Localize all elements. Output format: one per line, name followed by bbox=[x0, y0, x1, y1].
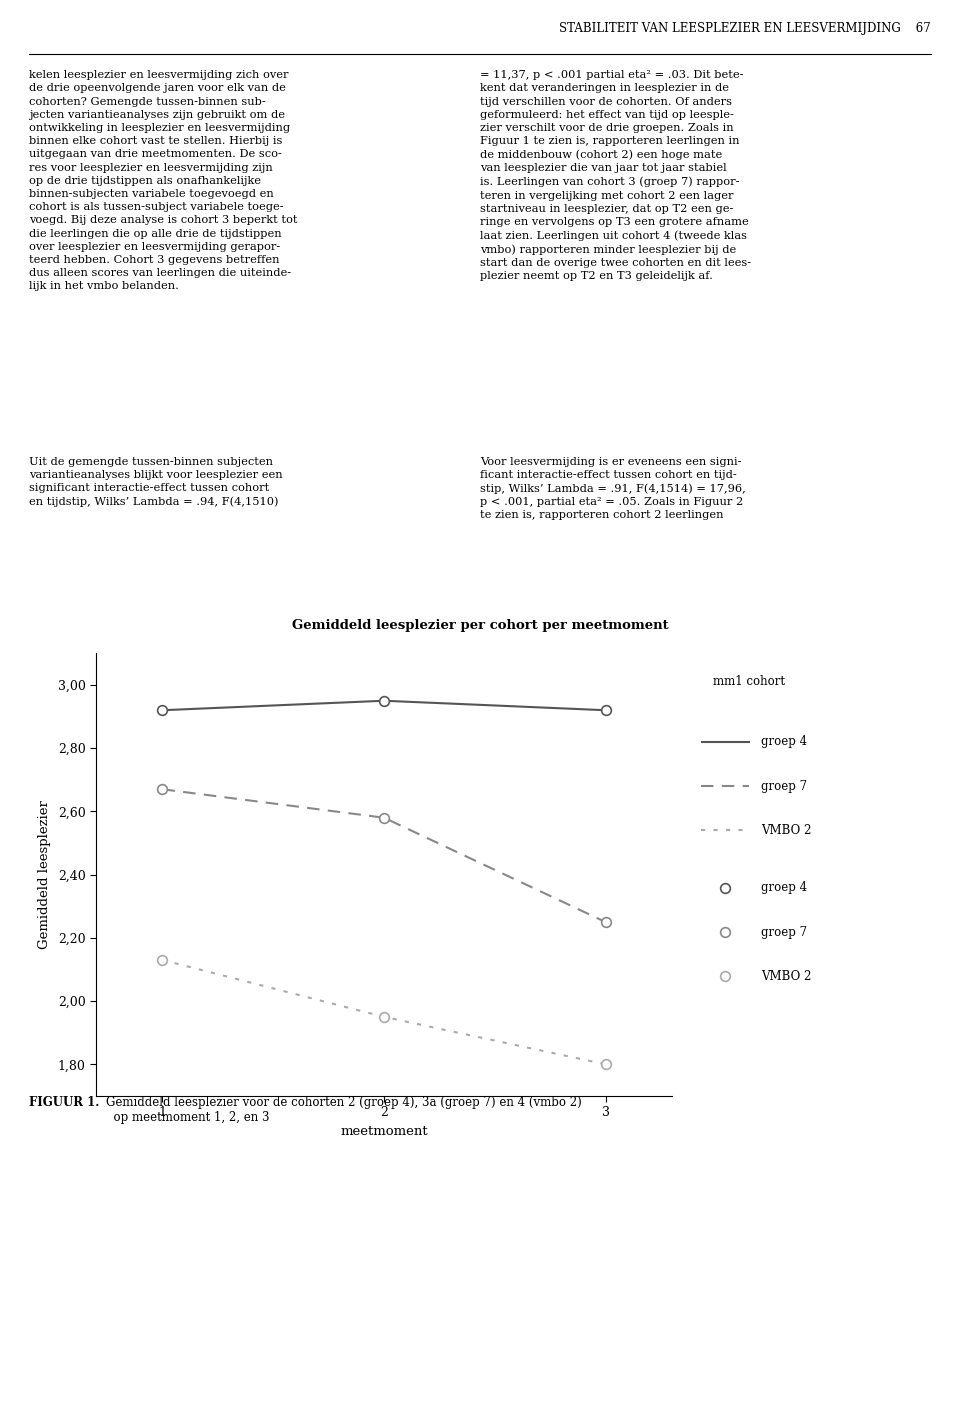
Text: = 11,37, p < .001 partial eta² = .03. Dit bete-
kent dat veranderingen in leespl: = 11,37, p < .001 partial eta² = .03. Di… bbox=[480, 70, 751, 281]
Text: groep 7: groep 7 bbox=[760, 780, 807, 792]
Text: Voor leesvermijding is er eveneens een signi-
ficant interactie-effect tussen co: Voor leesvermijding is er eveneens een s… bbox=[480, 457, 746, 520]
Text: groep 4: groep 4 bbox=[760, 735, 807, 749]
Text: Gemiddeld leesplezier voor de cohorten 2 (groep 4), 3a (groep 7) en 4 (vmbo 2)
 : Gemiddeld leesplezier voor de cohorten 2… bbox=[106, 1096, 581, 1124]
Text: groep 4: groep 4 bbox=[760, 881, 807, 895]
Text: groep 7: groep 7 bbox=[760, 926, 807, 939]
Text: Uit de gemengde tussen-binnen subjecten
variantieanalyses blijkt voor leesplezie: Uit de gemengde tussen-binnen subjecten … bbox=[29, 457, 282, 507]
Text: STABILITEIT VAN LEESPLEZIER EN LEESVERMIJDING    67: STABILITEIT VAN LEESPLEZIER EN LEESVERMI… bbox=[560, 22, 931, 35]
Text: FIGUUR 1.: FIGUUR 1. bbox=[29, 1096, 99, 1109]
X-axis label: meetmoment: meetmoment bbox=[340, 1125, 428, 1138]
Text: VMBO 2: VMBO 2 bbox=[760, 823, 811, 837]
Y-axis label: Gemiddeld leesplezier: Gemiddeld leesplezier bbox=[37, 801, 51, 948]
Text: Gemiddeld leesplezier per cohort per meetmoment: Gemiddeld leesplezier per cohort per mee… bbox=[292, 618, 668, 632]
Text: kelen leesplezier en leesvermijding zich over
de drie opeenvolgende jaren voor e: kelen leesplezier en leesvermijding zich… bbox=[29, 70, 298, 291]
Text: mm1 cohort: mm1 cohort bbox=[712, 676, 784, 688]
Text: VMBO 2: VMBO 2 bbox=[760, 969, 811, 984]
